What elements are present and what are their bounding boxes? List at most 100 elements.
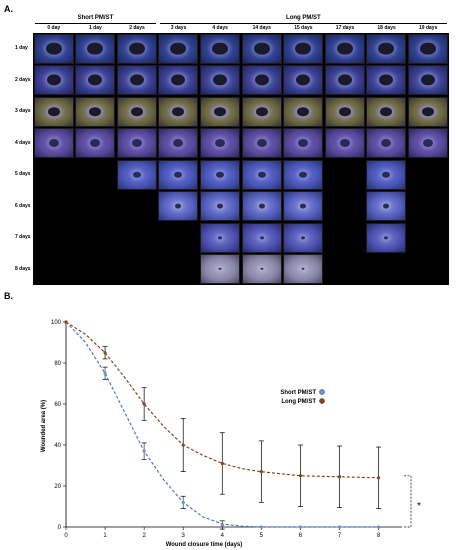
wound-image — [75, 33, 116, 64]
wound-spot — [380, 106, 393, 117]
wound-image — [75, 128, 116, 158]
significance-mark: * — [417, 501, 421, 512]
wound-spot — [258, 203, 265, 209]
wound-spot — [170, 42, 187, 55]
wound-image — [199, 222, 240, 253]
chart-axes: 0 20 40 60 80 100 0 1 2 3 4 5 6 7 8 — [51, 320, 402, 539]
wound-spot — [299, 171, 308, 178]
wound-spot — [46, 74, 61, 86]
x-tick-label: 5 — [260, 533, 264, 539]
wound-spot — [382, 171, 391, 178]
wound-spot — [383, 203, 390, 209]
significance-bracket-line — [404, 475, 412, 528]
wound-image — [283, 191, 324, 221]
wound-image — [199, 65, 240, 95]
group-header: Long PM/ST — [286, 15, 321, 21]
wound-image — [283, 33, 324, 64]
wound-image — [366, 222, 407, 253]
data-point — [103, 371, 107, 375]
wound-spot — [218, 267, 222, 271]
wound-image — [407, 96, 448, 127]
data-point — [181, 443, 185, 447]
wound-image — [241, 96, 282, 127]
wound-spot — [257, 171, 266, 178]
wound-closure-chart: 0 20 40 60 80 100 0 1 2 3 4 5 6 7 8 Short PM/ST Long P… — [41, 320, 421, 548]
wound-spot — [171, 74, 186, 86]
wound-image — [283, 222, 324, 253]
wound-image — [158, 159, 199, 190]
wound-image — [75, 65, 116, 95]
wound-image — [199, 191, 240, 221]
panel-a-label: A. — [4, 4, 13, 14]
wound-spot — [87, 42, 104, 55]
wound-image — [158, 191, 199, 221]
x-axis-label: Wound closure time (days) — [166, 542, 243, 548]
wound-image — [158, 128, 199, 158]
wound-image — [366, 159, 407, 190]
chart-legend: Short PM/ST Long PM/ST — [280, 389, 325, 405]
row-header: 7 days — [15, 234, 31, 240]
wound-image — [199, 96, 240, 127]
wound-spot — [379, 74, 394, 86]
wound-spot — [259, 235, 264, 240]
data-point — [181, 500, 185, 504]
series-line-long — [65, 321, 379, 479]
wound-spot — [419, 42, 436, 55]
data-point — [376, 476, 381, 480]
column-header: 14 days — [252, 25, 271, 31]
y-tick-label: 0 — [58, 525, 62, 531]
wound-spot — [338, 106, 351, 117]
wound-image — [116, 33, 157, 64]
group-header: Short PM/ST — [77, 15, 114, 21]
wound-spot — [296, 74, 311, 86]
wound-spot — [89, 106, 102, 117]
y-axis-label: Wounded area (%) — [41, 400, 47, 452]
data-point — [337, 475, 342, 479]
wound-image — [116, 159, 157, 190]
data-point — [220, 523, 224, 527]
wound-spot — [213, 106, 226, 117]
wound-image — [366, 33, 407, 64]
wound-spot — [211, 42, 228, 55]
wound-image — [158, 65, 199, 95]
wound-image — [199, 33, 240, 64]
wound-spot — [212, 74, 227, 86]
data-point — [376, 525, 381, 529]
wound-image — [75, 96, 116, 127]
wound-image — [241, 128, 282, 158]
wound-image — [407, 33, 448, 64]
wound-image — [283, 159, 324, 190]
wound-spot — [216, 203, 223, 209]
legend-marker-short — [319, 389, 325, 395]
wound-image — [241, 222, 282, 253]
wound-spot — [173, 139, 184, 147]
wound-image — [158, 96, 199, 127]
data-point — [220, 461, 224, 466]
panel-b-label: B. — [4, 291, 13, 301]
data-point — [337, 525, 342, 529]
column-header: 18 days — [377, 25, 396, 31]
y-tick-label: 60 — [54, 402, 61, 408]
data-point — [64, 320, 68, 324]
wound-image — [366, 65, 407, 95]
wound-image — [324, 33, 365, 64]
wound-image — [199, 128, 240, 158]
wound-spot — [422, 139, 433, 147]
wound-spot — [45, 42, 62, 55]
y-tick-label: 40 — [54, 443, 61, 449]
wound-spot — [298, 139, 309, 147]
wound-image — [366, 191, 407, 221]
column-header: 1 day — [88, 25, 102, 31]
wound-image — [241, 191, 282, 221]
wound-spot — [174, 171, 183, 178]
wound-spot — [253, 42, 270, 55]
data-point — [259, 470, 263, 474]
column-header: 19 days — [419, 25, 438, 31]
data-point — [298, 525, 303, 529]
wound-image — [324, 96, 365, 127]
significance-bracket: * — [404, 475, 421, 528]
x-tick-label: 2 — [142, 533, 146, 539]
y-tick-label: 20 — [54, 484, 61, 490]
wound-image — [366, 128, 407, 158]
data-point — [259, 525, 263, 529]
